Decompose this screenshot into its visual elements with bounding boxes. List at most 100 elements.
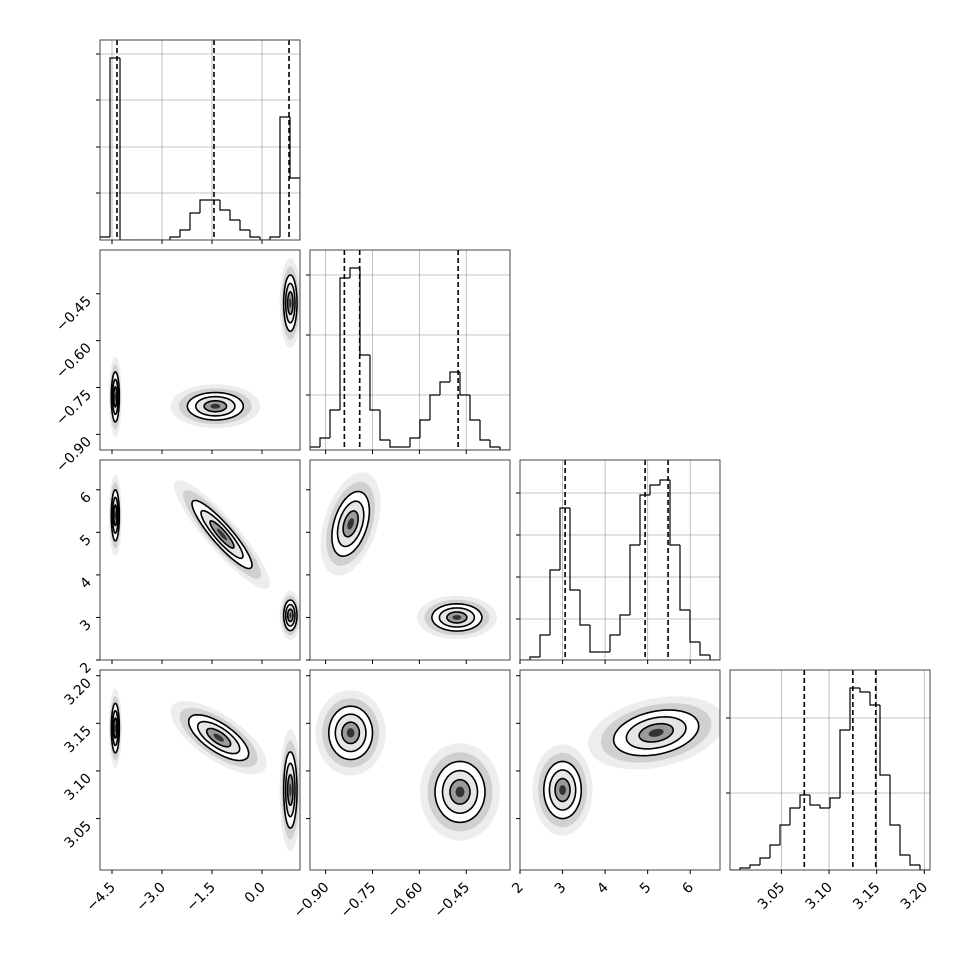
histogram-bin: [289, 117, 300, 240]
density-peak: [289, 783, 292, 797]
histogram-bin: [689, 610, 700, 643]
y-tick-label: 4: [77, 574, 95, 592]
histogram-bin: [639, 494, 650, 545]
y-tick-label: −0.90: [53, 434, 95, 476]
histogram-bin: [849, 687, 860, 730]
histogram-bin: [619, 614, 630, 635]
histogram-bin: [229, 210, 240, 221]
panel-frame: [99, 249, 301, 451]
histogram-bin: [249, 230, 260, 238]
histogram: [730, 670, 930, 870]
x-tick-label: 3.10: [803, 880, 836, 913]
histogram-bin: [709, 655, 720, 660]
y-tick-label: 3: [77, 617, 95, 635]
x-tick-label: 4: [594, 879, 612, 897]
histogram-bin: [819, 805, 830, 809]
panel-frame: [99, 459, 301, 661]
density-peak: [213, 733, 224, 742]
histogram-bin: [100, 236, 110, 240]
density-panel: [532, 696, 720, 836]
histogram-bin: [109, 57, 120, 237]
x-tick-label: 3.05: [755, 880, 788, 913]
histogram-bin: [389, 440, 400, 448]
x-tick-label: −0.75: [338, 880, 380, 922]
histogram-bin: [889, 775, 900, 826]
histogram-bin: [349, 267, 360, 278]
panel-frame: [729, 669, 931, 871]
x-tick-label: −0.60: [385, 880, 427, 922]
density-peak: [455, 786, 465, 798]
histogram-bin: [409, 437, 420, 447]
density-panel: [108, 258, 300, 437]
histogram-bin: [259, 237, 270, 240]
histogram-bin: [789, 807, 800, 825]
histogram: [310, 250, 510, 450]
histogram-bin: [439, 381, 450, 395]
histogram-bin: [529, 656, 540, 660]
histogram-bin: [239, 220, 250, 231]
density-peak: [452, 615, 462, 620]
histogram-bin: [609, 634, 620, 652]
density-panel: [108, 474, 300, 640]
histogram-bin: [549, 569, 560, 635]
y-tick-label: 6: [77, 489, 95, 507]
histogram-bin: [919, 865, 930, 870]
histogram-bin: [669, 480, 680, 546]
histogram-bin: [799, 794, 810, 808]
histogram-bin: [869, 692, 880, 706]
histogram-bin: [779, 824, 790, 845]
histogram-bin: [319, 437, 330, 447]
histogram: [520, 460, 720, 660]
histogram-bin: [429, 394, 440, 420]
x-tick-label: −3.0: [133, 880, 168, 915]
histogram-bin: [899, 825, 910, 856]
x-tick-label: −0.90: [291, 880, 333, 922]
x-tick-label: 6: [679, 879, 697, 897]
histogram-bin: [829, 797, 840, 808]
histogram-bin: [469, 395, 480, 421]
histogram-bin: [169, 236, 180, 240]
density-peak: [114, 510, 116, 520]
x-tick-label: 3: [552, 880, 570, 898]
density-peak: [559, 785, 566, 795]
histogram-bin: [459, 372, 470, 396]
histogram-bin: [199, 199, 210, 213]
x-tick-label: −0.45: [431, 880, 473, 922]
panel-frame: [309, 249, 511, 451]
density-peak: [648, 728, 664, 737]
y-tick-label: −0.60: [53, 340, 95, 382]
y-tick-label: 3.20: [61, 675, 94, 708]
x-tick-label: 0.0: [242, 880, 269, 907]
histogram-bin: [629, 544, 640, 615]
density-peak: [346, 728, 355, 738]
histogram-bin: [369, 355, 380, 411]
histogram-bin: [189, 212, 200, 230]
y-tick-label: 3.05: [61, 818, 94, 851]
histogram-bin: [539, 634, 550, 657]
histogram-bin: [909, 855, 920, 866]
histogram-bin: [859, 688, 870, 693]
y-tick-label: 3.10: [61, 770, 94, 803]
y-tick-label: −0.45: [53, 293, 95, 335]
histogram-bin: [809, 795, 820, 806]
panel-frame: [519, 669, 721, 871]
density-peak: [347, 518, 354, 530]
y-tick-label: 5: [77, 532, 95, 550]
histogram-bin: [679, 545, 690, 611]
histogram-bin: [659, 479, 670, 485]
x-tick-label: −1.5: [183, 880, 218, 915]
x-tick-label: 2: [509, 880, 527, 898]
histogram-bin: [499, 447, 510, 450]
histogram-bin: [759, 857, 770, 865]
histogram-bin: [269, 236, 280, 240]
histogram-bin: [339, 277, 350, 410]
panel-frame: [309, 669, 511, 871]
histogram-bin: [279, 116, 290, 237]
panel-frame: [519, 459, 721, 661]
histogram-bin: [310, 446, 320, 450]
density-peak: [114, 392, 116, 402]
histogram-bin: [479, 420, 490, 441]
histogram-bin: [839, 729, 850, 798]
panel-frame: [99, 669, 301, 871]
histogram-bin: [739, 867, 750, 870]
